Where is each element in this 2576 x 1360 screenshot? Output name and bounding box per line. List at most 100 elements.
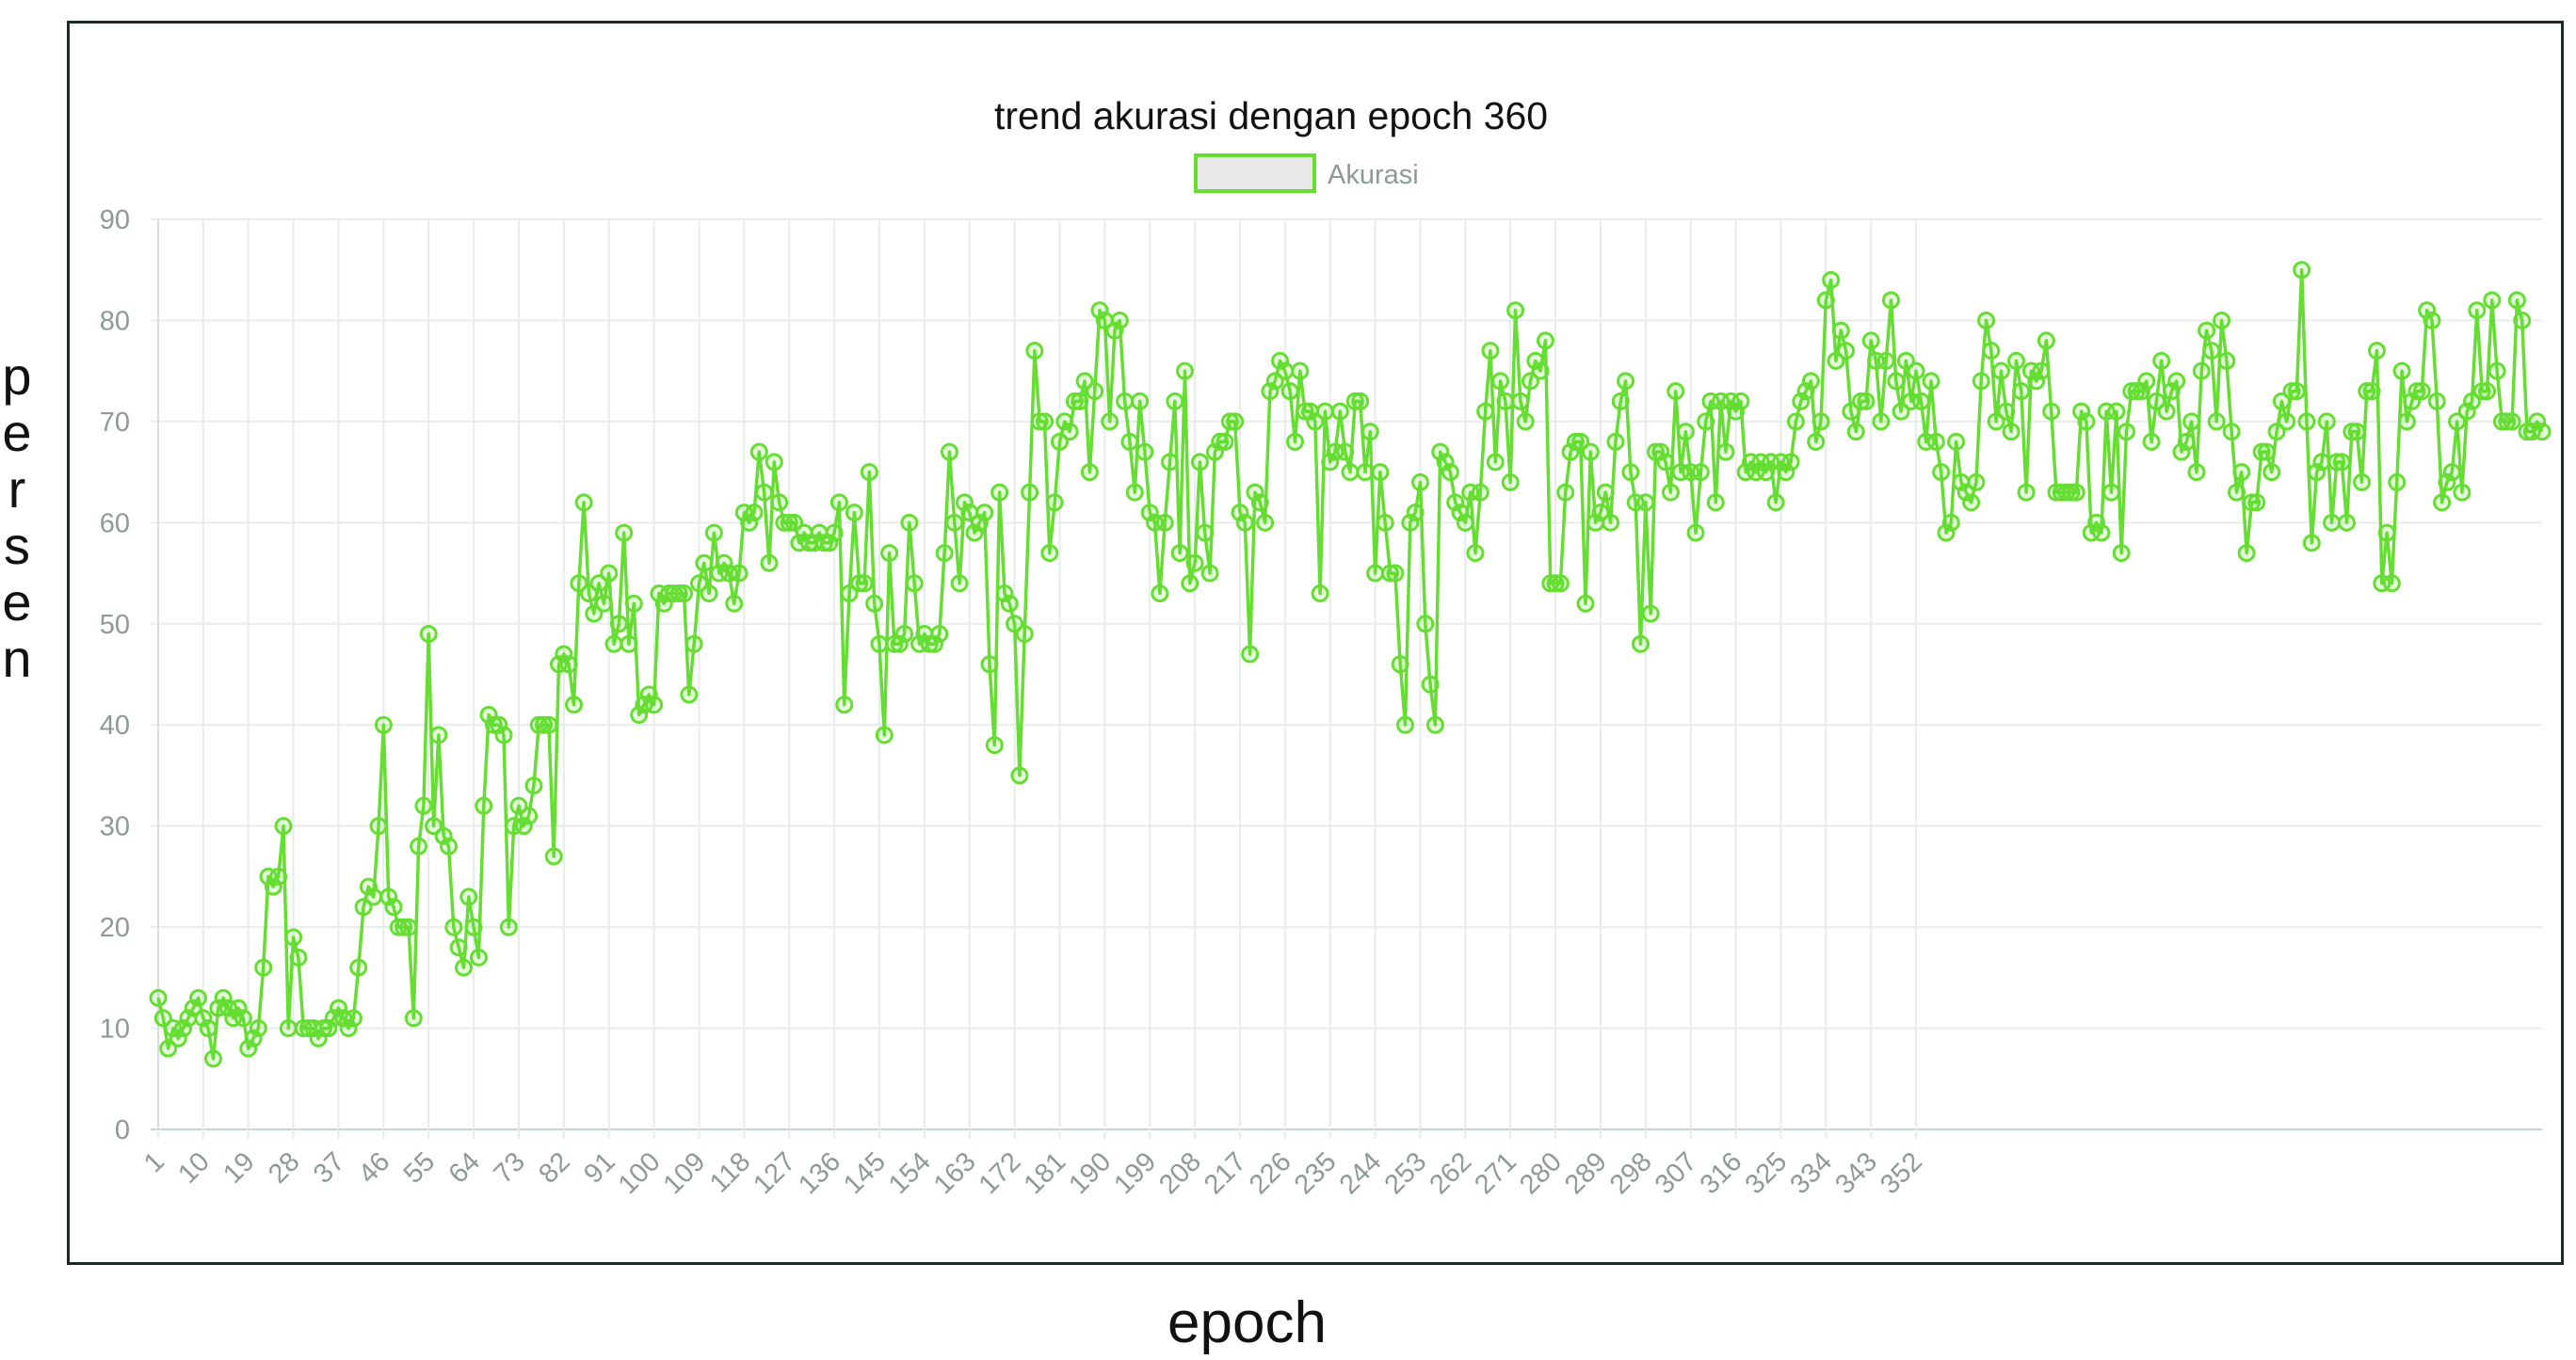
data-point: [2407, 382, 2426, 401]
x-tick-label: 145: [838, 1146, 892, 1200]
data-point: [1015, 625, 1034, 644]
data-point: [1410, 472, 1429, 491]
data-point: [695, 553, 714, 572]
x-tick-label: 154: [883, 1146, 937, 1200]
data-point: [2468, 301, 2487, 320]
data-point: [2293, 261, 2311, 280]
data-point: [1166, 392, 1184, 410]
data-point: [1676, 423, 1695, 441]
data-point: [289, 948, 308, 967]
data-point: [940, 442, 958, 461]
data-point: [1967, 472, 1986, 491]
data-point: [875, 726, 894, 744]
data-point: [1086, 382, 1104, 401]
data-point: [204, 1049, 223, 1068]
data-point: [1837, 342, 1856, 360]
x-tick-label: 334: [1784, 1146, 1838, 1200]
x-tick-label: 226: [1244, 1146, 1297, 1200]
data-point: [2006, 351, 2025, 370]
data-point: [2112, 544, 2131, 563]
data-point: [1731, 392, 1750, 410]
data-point: [1351, 392, 1370, 410]
data-point: [2137, 372, 2156, 391]
data-point: [1466, 544, 1485, 563]
data-point: [520, 807, 539, 825]
legend-swatch: [1194, 153, 1316, 193]
data-point: [1135, 442, 1154, 461]
data-point: [669, 584, 688, 603]
data-point: [1606, 432, 1625, 451]
data-point: [845, 504, 863, 522]
data-point: [645, 696, 664, 714]
legend[interactable]: Akurasi: [1194, 153, 1419, 193]
data-point: [1576, 594, 1595, 613]
data-point: [475, 796, 493, 815]
data-point: [2498, 412, 2517, 431]
data-point: [2142, 432, 2161, 451]
data-point: [1276, 361, 1295, 380]
data-point: [825, 523, 844, 542]
data-point: [1887, 372, 1906, 391]
data-point: [1345, 392, 1364, 410]
data-point: [2232, 463, 2251, 482]
data-point: [2362, 382, 2381, 401]
data-point: [384, 898, 403, 917]
data-point: [684, 634, 703, 653]
y-tick-label: 0: [115, 1115, 130, 1145]
data-point: [1311, 584, 1329, 603]
data-point: [2377, 523, 2396, 542]
x-tick-label: 37: [308, 1146, 350, 1189]
data-point: [1341, 463, 1360, 482]
y-tick-label: 10: [100, 1015, 130, 1045]
data-point: [2533, 423, 2552, 441]
data-point: [950, 574, 969, 593]
data-point: [2032, 361, 2051, 380]
x-tick-label: 181: [1019, 1146, 1072, 1200]
data-point: [1506, 301, 1525, 320]
data-point: [2228, 483, 2246, 502]
data-point: [945, 513, 964, 532]
data-point: [730, 564, 749, 583]
y-tick-label: 80: [100, 306, 130, 336]
data-point: [1175, 361, 1194, 380]
data-point: [935, 544, 954, 563]
data-point: [1617, 372, 1635, 391]
x-tick-label: 343: [1829, 1146, 1883, 1200]
data-point: [2077, 412, 2096, 431]
data-point: [1636, 493, 1655, 512]
data-point: [1816, 291, 1835, 310]
data-point: [895, 625, 914, 644]
data-point: [1036, 412, 1055, 431]
data-point: [2358, 382, 2376, 401]
data-point: [1972, 372, 1990, 391]
data-point: [1551, 574, 1570, 593]
data-point: [1881, 291, 1900, 310]
data-point: [2192, 361, 2211, 380]
series-line: [156, 267, 2544, 1061]
data-point: [444, 918, 463, 936]
x-tick-label: 73: [488, 1146, 530, 1189]
data-point: [1196, 523, 1215, 542]
data-point: [1932, 463, 1951, 482]
chart-frame: trend akurasi dengan epoch 360 Akurasi 0…: [67, 21, 2564, 1265]
x-tick-label: 163: [928, 1146, 982, 1200]
data-point: [464, 918, 483, 936]
data-point: [233, 1009, 252, 1028]
data-point: [2207, 412, 2226, 431]
data-point: [1065, 392, 1084, 410]
data-point: [1516, 412, 1535, 431]
data-point: [2427, 392, 2446, 410]
data-point: [2257, 442, 2276, 461]
data-point: [1456, 513, 1474, 532]
data-point: [2213, 311, 2231, 329]
data-point: [2327, 453, 2346, 472]
data-point: [880, 544, 899, 563]
data-point: [1235, 513, 1254, 532]
x-tick-label: 91: [578, 1146, 620, 1189]
x-tick-label: 109: [658, 1146, 712, 1200]
data-point: [2202, 342, 2221, 360]
x-tick-label: 46: [353, 1146, 395, 1189]
data-point: [2067, 483, 2085, 502]
data-point: [1911, 392, 1930, 410]
data-point: [2157, 402, 2176, 421]
